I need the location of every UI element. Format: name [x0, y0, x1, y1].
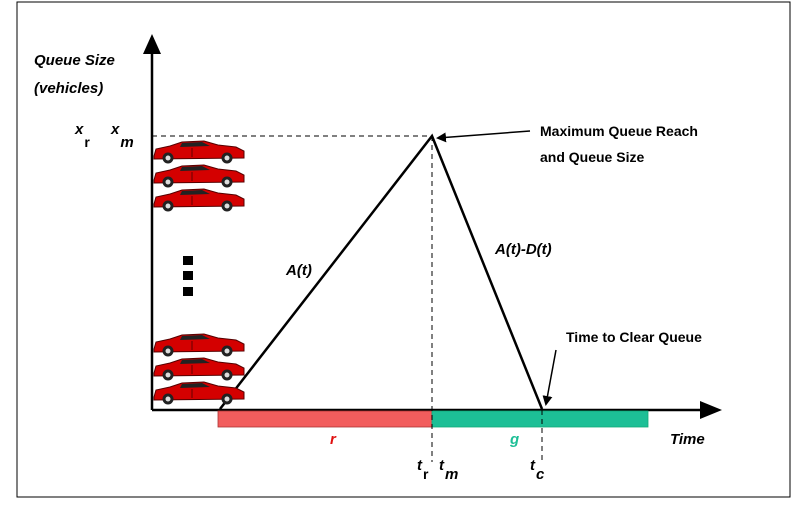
- phase-label: r: [330, 431, 337, 448]
- marker-sub: r: [84, 134, 90, 150]
- green-phase: [432, 411, 648, 427]
- marker-sub: m: [445, 466, 458, 483]
- x-marker: tc: [530, 457, 545, 483]
- annotation: and Queue Size: [540, 149, 644, 165]
- x-marker: tm: [439, 457, 458, 483]
- curve-label: A(t)-D(t): [494, 241, 552, 258]
- annotation: Time to Clear Queue: [566, 329, 702, 345]
- y-marker: xm: [110, 121, 134, 151]
- phase-label: g: [509, 431, 519, 448]
- y-marker: xr: [74, 121, 90, 150]
- curve-label: A(t): [285, 262, 312, 279]
- x-label: Time: [670, 431, 705, 448]
- ellipsis: [183, 256, 193, 296]
- y-arrow: [143, 34, 161, 54]
- x-marker: tr: [417, 457, 429, 482]
- clear-arrow: [546, 350, 556, 404]
- marker-base: x: [110, 121, 120, 138]
- queue-curve: [220, 136, 542, 409]
- marker-sub: c: [536, 466, 545, 483]
- marker-base: x: [74, 121, 84, 138]
- marker-sub: m: [120, 134, 133, 151]
- red-phase: [218, 411, 432, 427]
- diagram: Queue Size (vehicles) xr xm Maximum Queu…: [0, 0, 807, 514]
- y-label: (vehicles): [34, 80, 103, 97]
- max-arrow: [438, 131, 530, 138]
- y-label: Queue Size: [34, 52, 115, 69]
- car-stack: [154, 141, 244, 405]
- annotation: Maximum Queue Reach: [540, 123, 698, 139]
- marker-sub: r: [423, 466, 429, 482]
- x-arrow: [700, 401, 722, 419]
